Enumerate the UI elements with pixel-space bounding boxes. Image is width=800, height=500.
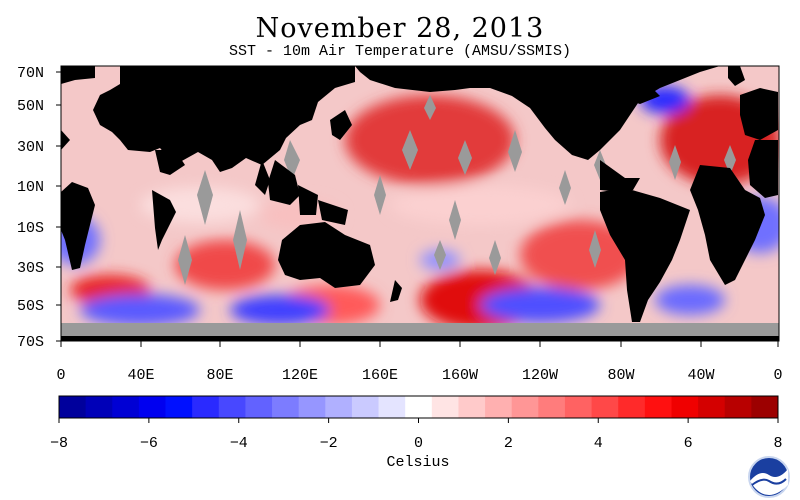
noaa-esrl-psd-logo — [738, 455, 800, 500]
colorbar-swatch — [245, 396, 273, 418]
colorbar-swatch — [298, 396, 326, 418]
lat-label: 70N — [17, 65, 44, 82]
colorbar-tick-label: −2 — [320, 435, 338, 452]
colorbar-swatch — [405, 396, 433, 418]
colorbar-swatch — [431, 396, 459, 418]
land — [61, 66, 779, 341]
lat-label: 10S — [17, 220, 44, 237]
lon-label: 160E — [362, 367, 398, 384]
colorbar-swatch — [59, 396, 87, 418]
colorbar: −8 −6 −4 −2 0 2 4 6 8 — [50, 395, 783, 452]
colorbar-swatch — [351, 396, 380, 418]
colorbar-swatch — [458, 396, 486, 418]
colorbar-swatch — [485, 396, 513, 418]
latitude-axis: 70N 50N 30N 10N 10S 30S 50S 70S — [17, 65, 61, 351]
colorbar-swatch — [618, 396, 646, 418]
colorbar-swatch — [165, 396, 193, 418]
colorbar-swatch — [564, 396, 593, 418]
lon-label: 120E — [282, 367, 318, 384]
map-area — [61, 66, 779, 341]
colorbar-swatch — [591, 396, 619, 418]
lat-label: 30N — [17, 139, 44, 156]
colorbar-tick-label: 0 — [414, 435, 423, 452]
colorbar-tick-label: −4 — [230, 435, 248, 452]
colorbar-swatch — [325, 396, 353, 418]
lon-label: 40W — [687, 367, 714, 384]
colorbar-swatch — [724, 396, 752, 418]
colorbar-swatch — [378, 396, 406, 418]
page-title: November 28, 2013 — [255, 13, 545, 44]
colorbar-swatch — [698, 396, 726, 418]
lat-label: 30S — [17, 260, 44, 277]
lon-label: 80W — [607, 367, 634, 384]
colorbar-swatch — [272, 396, 300, 418]
lon-label: 0 — [773, 367, 782, 384]
lon-label: 160W — [442, 367, 478, 384]
map-frame — [60, 65, 780, 342]
colorbar-swatch — [85, 396, 113, 418]
colorbar-tick-label: 2 — [504, 435, 513, 452]
colorbar-swatch — [751, 396, 779, 418]
lat-label: 10N — [17, 179, 44, 196]
colorbar-title: Celsius — [386, 454, 449, 471]
colorbar-tick-label: 6 — [684, 435, 693, 452]
colorbar-swatch — [671, 396, 699, 418]
colorbar-swatch — [511, 396, 539, 418]
colorbar-tick-label: 4 — [594, 435, 603, 452]
colorbar-swatch — [192, 396, 220, 418]
page-subtitle: SST - 10m Air Temperature (AMSU/SSMIS) — [228, 43, 572, 60]
lon-label: 80E — [206, 367, 233, 384]
colorbar-swatch — [138, 396, 167, 418]
lat-label: 70S — [17, 334, 44, 351]
lon-label: 40E — [127, 367, 154, 384]
lon-label: 120W — [522, 367, 558, 384]
colorbar-swatch — [218, 396, 246, 418]
longitude-axis: 0 40E 80E 120E 160E 160W 120W 80W 40W 0 — [56, 341, 783, 384]
lon-label: 0 — [56, 367, 65, 384]
colorbar-swatch — [644, 396, 672, 418]
lat-label: 50N — [17, 98, 44, 115]
colorbar-swatch — [538, 396, 566, 418]
colorbar-tick-label: −6 — [140, 435, 158, 452]
colorbar-swatch — [112, 396, 140, 418]
colorbar-tick-label: −8 — [50, 435, 68, 452]
colorbar-tick-label: 8 — [773, 435, 782, 452]
lat-label: 50S — [17, 298, 44, 315]
